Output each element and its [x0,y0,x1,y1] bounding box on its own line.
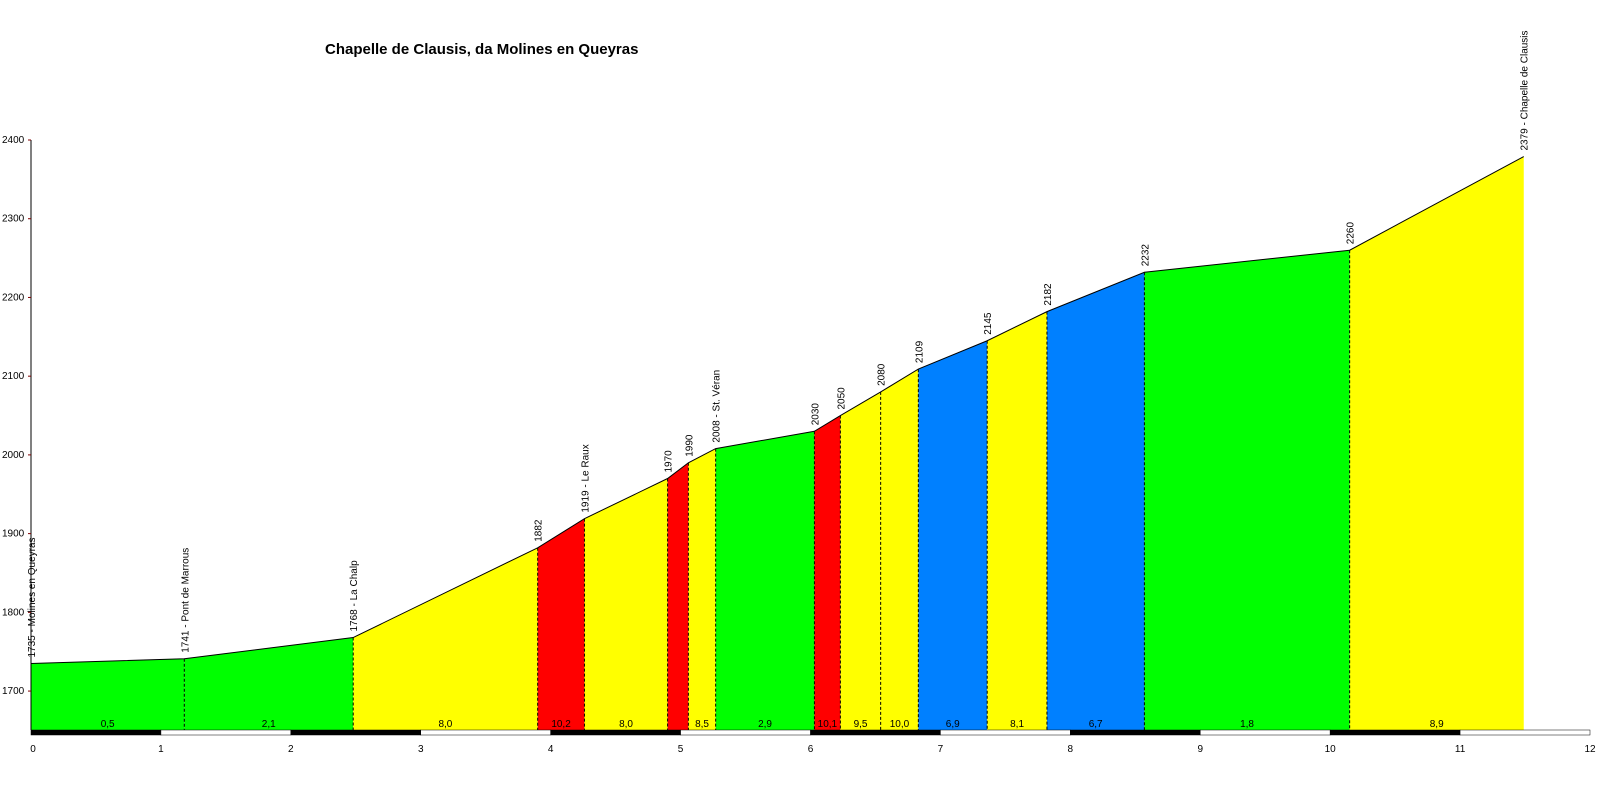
point-label: 2030 [810,403,821,426]
km-scale-block [550,729,681,736]
point-label: 1990 [684,434,695,457]
km-scale-block [30,729,162,736]
segment-fill [537,518,585,730]
point-label: 1735 - Molines en Queyras [27,537,38,657]
segment-fill [880,369,919,730]
km-scale-block [940,729,1071,736]
segment-fill [1046,272,1145,730]
x-tick-label: 4 [548,744,554,755]
segment-fill [918,340,988,730]
x-tick-label: 2 [288,744,294,755]
point-labels: 1735 - Molines en Queyras 1741 - Pont de … [27,30,1531,657]
km-scale-block [810,729,941,736]
segment-fill [840,391,881,730]
km-scale-block [1070,729,1201,736]
y-tick-label: 2400 [2,135,25,146]
x-tick-label: 3 [418,744,424,755]
x-tick-label: 0 [30,744,36,755]
segment-grade: 8,9 [1430,719,1444,730]
segment-grade: 8,1 [1010,719,1024,730]
km-scale-block [420,729,551,736]
km-scale-block [160,729,292,736]
x-tick-label: 1 [158,744,164,755]
km-scale-block [1200,729,1331,736]
km-scale-block [680,729,811,736]
segment-grade: 10,0 [890,719,910,730]
point-label: 2379 - Chapelle de Clausis [1520,30,1531,150]
point-label: 2050 [836,387,847,410]
segment-grade: 8,0 [619,719,633,730]
point-label: 1741 - Pont de Marrous [180,548,191,653]
segment-grade: 8,0 [438,719,452,730]
y-tick-label: 2300 [2,214,25,225]
segment-fill [184,637,354,730]
point-label: 2080 [877,363,888,386]
segment-grade: 10,2 [551,719,571,730]
y-tick-label: 2000 [2,450,25,461]
segment-fill [688,448,716,730]
point-label: 1768 - La Chalp [349,560,360,632]
segment-grade: 2,9 [758,719,772,730]
segment-fill [584,478,668,730]
y-tick-label: 1900 [2,529,25,540]
segment-fill [814,415,841,730]
point-label: 2008 - St. Véran [712,370,723,443]
km-scale-block [1329,729,1461,736]
segment-fill [715,431,815,730]
x-tick-label: 10 [1325,744,1337,755]
segment-fills: 0,5 2,1 8,0 10,2 8,0 8,5 2,9 10,1 9,5 10,0 6,9 8,1 6… [30,156,1524,730]
segment-fill [987,311,1047,730]
x-tick-label: 7 [938,744,944,755]
segment-fill [667,462,689,730]
y-tick-label: 1800 [2,607,25,618]
segment-fill [1349,156,1524,730]
y-tick-label: 2100 [2,371,25,382]
segment-grade: 2,1 [262,719,276,730]
point-label: 1919 - Le Raux [580,444,591,512]
segment-fill [31,658,185,730]
y-tick-label: 2200 [2,292,25,303]
x-tick-label: 5 [678,744,684,755]
segment-grade: 8,5 [695,719,709,730]
km-scale-block [290,729,422,736]
point-label: 2260 [1346,222,1357,245]
km-scale-block [1459,729,1591,736]
point-label: 2232 [1140,244,1151,267]
y-tick-label: 1700 [2,686,25,697]
x-tick-label: 6 [808,744,814,755]
x-tick-label: 8 [1068,744,1074,755]
point-label: 2145 [983,312,994,335]
x-tick-label: 11 [1455,744,1466,755]
point-label: 1970 [664,450,675,473]
segment-fill [1144,250,1350,730]
segment-grade: 1,8 [1240,719,1254,730]
segment-fill [353,547,538,730]
x-tick-label: 12 [1584,744,1596,755]
segment-grade: 0,5 [101,719,115,730]
segment-grade: 6,9 [946,719,960,730]
point-label: 1882 [534,519,545,542]
segment-grade: 6,7 [1089,719,1103,730]
segment-grade: 9,5 [854,719,868,730]
chart-title: Chapelle de Clausis, da Molines en Queyr… [325,41,638,58]
profile-line [30,156,1524,665]
point-label: 2109 [914,340,925,363]
x-tick-label: 9 [1197,744,1203,755]
segment-grade: 10,1 [818,719,838,730]
point-label: 2182 [1043,283,1054,306]
